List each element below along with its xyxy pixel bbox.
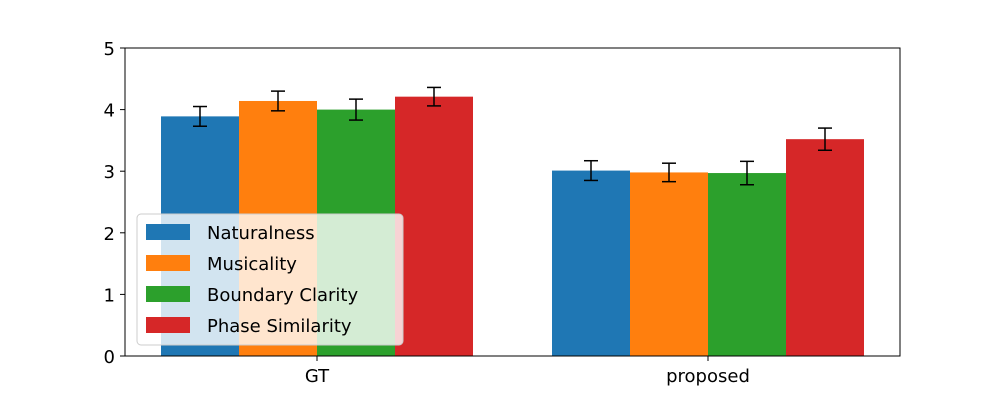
error-bar-boundary-clarity-gt bbox=[349, 98, 363, 121]
x-tick-label-proposed: proposed bbox=[666, 366, 750, 387]
y-axis: 0 1 2 3 4 5 bbox=[104, 39, 125, 368]
bar-phase-similarity-proposed bbox=[786, 139, 864, 356]
error-bars-layer bbox=[193, 86, 832, 186]
plot-frame bbox=[124, 47, 901, 357]
legend-swatch-phase-similarity bbox=[146, 317, 190, 333]
bar-phase-similarity-gt bbox=[395, 96, 473, 356]
bar-naturalness-proposed bbox=[552, 170, 630, 356]
legend-label-naturalness: Naturalness bbox=[207, 223, 315, 244]
error-bar-musicality-proposed bbox=[662, 162, 676, 183]
y-tick-label-5: 5 bbox=[104, 39, 115, 60]
legend-label-phase-similarity: Phase Similarity bbox=[207, 316, 352, 337]
x-axis: GT proposed bbox=[305, 356, 750, 387]
error-bar-phase-similarity-gt bbox=[427, 86, 441, 107]
y-tick-label-2: 2 bbox=[104, 224, 115, 245]
error-bar-musicality-gt bbox=[271, 90, 285, 112]
legend-swatch-musicality bbox=[146, 255, 190, 271]
y-tick-label-4: 4 bbox=[104, 101, 115, 122]
legend-label-boundary-clarity: Boundary Clarity bbox=[207, 285, 358, 306]
error-bar-naturalness-proposed bbox=[584, 159, 598, 182]
legend-label-musicality: Musicality bbox=[207, 254, 297, 275]
error-bar-boundary-clarity-proposed bbox=[740, 160, 754, 186]
legend-box bbox=[136, 213, 404, 346]
bar-musicality-proposed bbox=[630, 172, 708, 356]
legend-swatch-naturalness bbox=[146, 224, 190, 240]
y-tick-label-0: 0 bbox=[104, 347, 115, 368]
legend: Naturalness Musicality Boundary Clarity Pha… bbox=[136, 213, 404, 346]
x-tick-label-gt: GT bbox=[305, 366, 330, 387]
error-bar-phase-similarity-proposed bbox=[818, 127, 832, 152]
legend-swatch-boundary-clarity bbox=[146, 286, 190, 302]
bar-boundary-clarity-proposed bbox=[708, 173, 786, 356]
y-tick-label-1: 1 bbox=[104, 285, 115, 306]
y-tick-label-3: 3 bbox=[104, 162, 115, 183]
error-bar-naturalness-gt bbox=[193, 105, 207, 127]
